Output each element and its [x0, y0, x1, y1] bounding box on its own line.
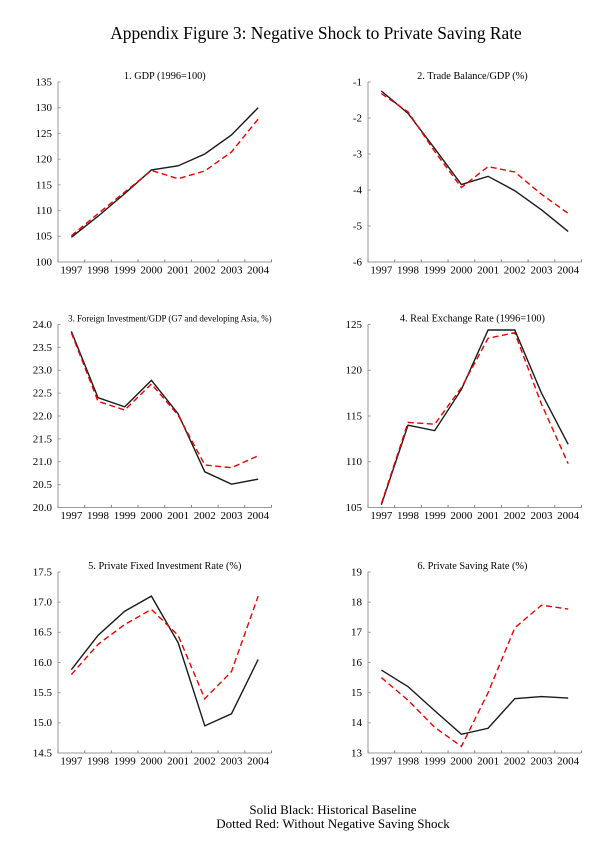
svg-text:2004: 2004 [247, 755, 270, 767]
svg-text:15: 15 [351, 687, 363, 699]
svg-text:2001: 2001 [167, 755, 189, 767]
svg-text:Dotted Red: Without Negative S: Dotted Red: Without Negative Saving Shoc… [216, 816, 450, 831]
svg-text:2000: 2000 [140, 510, 163, 522]
svg-text:3. Foreign Investment/GDP (G7: 3. Foreign Investment/GDP (G7 and develo… [68, 314, 272, 324]
svg-text:2004: 2004 [557, 510, 580, 522]
svg-text:2004: 2004 [557, 755, 580, 767]
svg-text:21.0: 21.0 [33, 456, 53, 468]
svg-text:2003: 2003 [530, 264, 553, 276]
svg-text:1999: 1999 [114, 264, 137, 276]
svg-text:2001: 2001 [477, 755, 499, 767]
svg-text:-6: -6 [353, 256, 363, 268]
svg-text:1. GDP (1996=100): 1. GDP (1996=100) [124, 71, 206, 82]
svg-text:1998: 1998 [397, 510, 420, 522]
svg-text:120: 120 [36, 154, 53, 166]
svg-text:105: 105 [36, 231, 53, 243]
svg-text:2001: 2001 [477, 264, 499, 276]
svg-text:1997: 1997 [370, 755, 393, 767]
svg-text:22.5: 22.5 [33, 388, 53, 400]
svg-text:2002: 2002 [194, 264, 216, 276]
svg-text:125: 125 [36, 128, 53, 140]
svg-text:2003: 2003 [220, 264, 243, 276]
svg-text:6. Private Saving Rate (%): 6. Private Saving Rate (%) [417, 561, 527, 572]
svg-text:105: 105 [346, 502, 363, 514]
svg-text:2. Trade Balance/GDP (%): 2. Trade Balance/GDP (%) [417, 71, 528, 82]
svg-text:1997: 1997 [370, 510, 393, 522]
svg-text:125: 125 [346, 319, 363, 331]
svg-text:24.0: 24.0 [33, 319, 53, 331]
svg-text:1998: 1998 [87, 264, 110, 276]
svg-text:2001: 2001 [167, 264, 189, 276]
svg-text:-2: -2 [353, 112, 362, 124]
svg-text:1999: 1999 [424, 755, 447, 767]
svg-text:2000: 2000 [450, 510, 473, 522]
svg-text:20.0: 20.0 [33, 502, 53, 514]
svg-text:14.5: 14.5 [33, 747, 53, 759]
svg-text:2003: 2003 [220, 755, 243, 767]
svg-text:1998: 1998 [397, 755, 420, 767]
svg-text:1997: 1997 [60, 755, 83, 767]
svg-text:1998: 1998 [397, 264, 420, 276]
svg-text:1997: 1997 [60, 510, 83, 522]
svg-text:2000: 2000 [450, 755, 473, 767]
svg-text:110: 110 [346, 456, 363, 468]
svg-text:2002: 2002 [504, 264, 526, 276]
svg-text:2000: 2000 [450, 264, 473, 276]
svg-text:1999: 1999 [424, 510, 447, 522]
svg-text:4. Real Exchange Rate (1996=10: 4. Real Exchange Rate (1996=100) [400, 314, 545, 325]
svg-text:13: 13 [351, 747, 363, 759]
svg-text:-3: -3 [353, 148, 363, 160]
svg-text:115: 115 [346, 410, 363, 422]
svg-text:2004: 2004 [247, 264, 270, 276]
svg-text:100: 100 [36, 256, 53, 268]
svg-text:135: 135 [36, 76, 53, 88]
svg-text:2002: 2002 [504, 755, 526, 767]
svg-text:2003: 2003 [220, 510, 243, 522]
svg-text:17.5: 17.5 [33, 566, 53, 578]
svg-text:2002: 2002 [194, 510, 216, 522]
svg-text:14: 14 [351, 717, 363, 729]
svg-text:Solid Black: Historical Baseli: Solid Black: Historical Baseline [249, 802, 416, 817]
svg-text:1998: 1998 [87, 755, 110, 767]
svg-text:23.0: 23.0 [33, 365, 53, 377]
svg-text:17: 17 [351, 627, 363, 639]
svg-text:-5: -5 [353, 220, 363, 232]
svg-text:17.0: 17.0 [33, 597, 53, 609]
svg-text:5. Private Fixed Investment Ra: 5. Private Fixed Investment Rate (%) [88, 561, 241, 572]
svg-text:15.5: 15.5 [33, 687, 53, 699]
svg-text:1999: 1999 [114, 510, 137, 522]
svg-text:15.0: 15.0 [33, 717, 53, 729]
svg-text:2004: 2004 [247, 510, 270, 522]
svg-text:1997: 1997 [60, 264, 83, 276]
svg-text:-1: -1 [353, 76, 362, 88]
svg-text:2002: 2002 [504, 510, 526, 522]
svg-text:2001: 2001 [477, 510, 499, 522]
svg-text:2000: 2000 [140, 755, 163, 767]
svg-text:1999: 1999 [424, 264, 447, 276]
svg-text:2002: 2002 [194, 755, 216, 767]
svg-text:-4: -4 [353, 184, 363, 196]
svg-text:2003: 2003 [530, 510, 553, 522]
svg-text:2000: 2000 [140, 264, 163, 276]
svg-text:22.0: 22.0 [33, 410, 53, 422]
svg-text:16.0: 16.0 [33, 657, 53, 669]
svg-text:21.5: 21.5 [33, 433, 53, 445]
svg-text:16: 16 [351, 657, 363, 669]
svg-text:19: 19 [351, 566, 363, 578]
svg-text:2003: 2003 [530, 755, 553, 767]
svg-text:130: 130 [36, 102, 53, 114]
svg-text:18: 18 [351, 597, 363, 609]
svg-text:120: 120 [346, 365, 363, 377]
svg-text:110: 110 [36, 205, 53, 217]
svg-text:1998: 1998 [87, 510, 110, 522]
svg-text:20.5: 20.5 [33, 479, 53, 491]
svg-text:115: 115 [36, 179, 53, 191]
svg-text:16.5: 16.5 [33, 627, 53, 639]
svg-text:Appendix Figure 3: Negative Sh: Appendix Figure 3: Negative Shock to Pri… [110, 23, 522, 43]
svg-text:23.5: 23.5 [33, 342, 53, 354]
svg-text:2001: 2001 [167, 510, 189, 522]
svg-text:1999: 1999 [114, 755, 137, 767]
svg-text:2004: 2004 [557, 264, 580, 276]
svg-text:1997: 1997 [370, 264, 393, 276]
